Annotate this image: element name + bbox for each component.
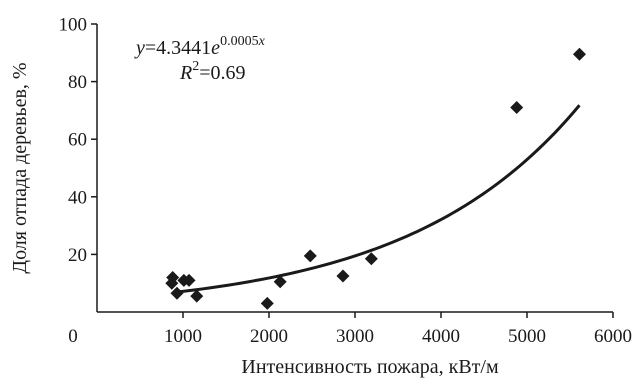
trendline-equation: y=4.3441e0.0005x (134, 34, 266, 59)
x-tick-label: 3000 (336, 326, 374, 347)
y-tick-label: 20 (68, 245, 87, 266)
axes (96, 24, 613, 313)
data-point-diamond (190, 289, 204, 303)
data-point-diamond (336, 269, 350, 283)
equation-exponent: 0.0005 (220, 34, 259, 49)
data-point-diamond (260, 296, 274, 310)
y-axis-title: Доля отпада деревьев, % (9, 62, 31, 273)
equation-exponent-var: x (258, 34, 266, 49)
x-tick-label: 0 (68, 326, 78, 347)
data-points (165, 47, 586, 310)
x-tick-label: 1000 (164, 326, 202, 347)
y-tick-label: 60 (68, 130, 87, 151)
r-squared-var: R (179, 62, 192, 84)
data-point-diamond (170, 286, 184, 300)
r-squared-value: =0.69 (199, 62, 245, 84)
data-point-diamond (364, 252, 378, 266)
data-point-diamond (273, 275, 287, 289)
y-tick-label: 80 (68, 72, 87, 93)
equation-coefficient: =4.3441 (145, 37, 211, 59)
r-squared-label: R2=0.69 (179, 59, 246, 84)
x-axis-title: Интенсивность пожара, кВт/м (241, 356, 499, 378)
x-tick-label: 2000 (250, 326, 288, 347)
equation-e: e (211, 37, 220, 59)
data-point-diamond (165, 276, 179, 290)
data-point-diamond (510, 101, 524, 115)
x-tick-label: 4000 (422, 326, 460, 347)
data-point-diamond (182, 273, 196, 287)
y-ticks: 20 40 60 80 100 (59, 15, 97, 266)
data-point-diamond (303, 249, 317, 263)
y-tick-label: 100 (59, 15, 88, 36)
x-tick-label: 5000 (508, 326, 546, 347)
equation-y-var: y (134, 37, 145, 59)
data-point-diamond (572, 47, 586, 61)
trendline-group (172, 104, 581, 295)
y-tick-label: 40 (68, 187, 87, 208)
r-squared-sup: 2 (192, 59, 199, 74)
trendline-curve (172, 104, 581, 295)
x-tick-label: 6000 (594, 326, 632, 347)
x-ticks: 0 1000 2000 3000 4000 5000 6000 (68, 312, 632, 347)
